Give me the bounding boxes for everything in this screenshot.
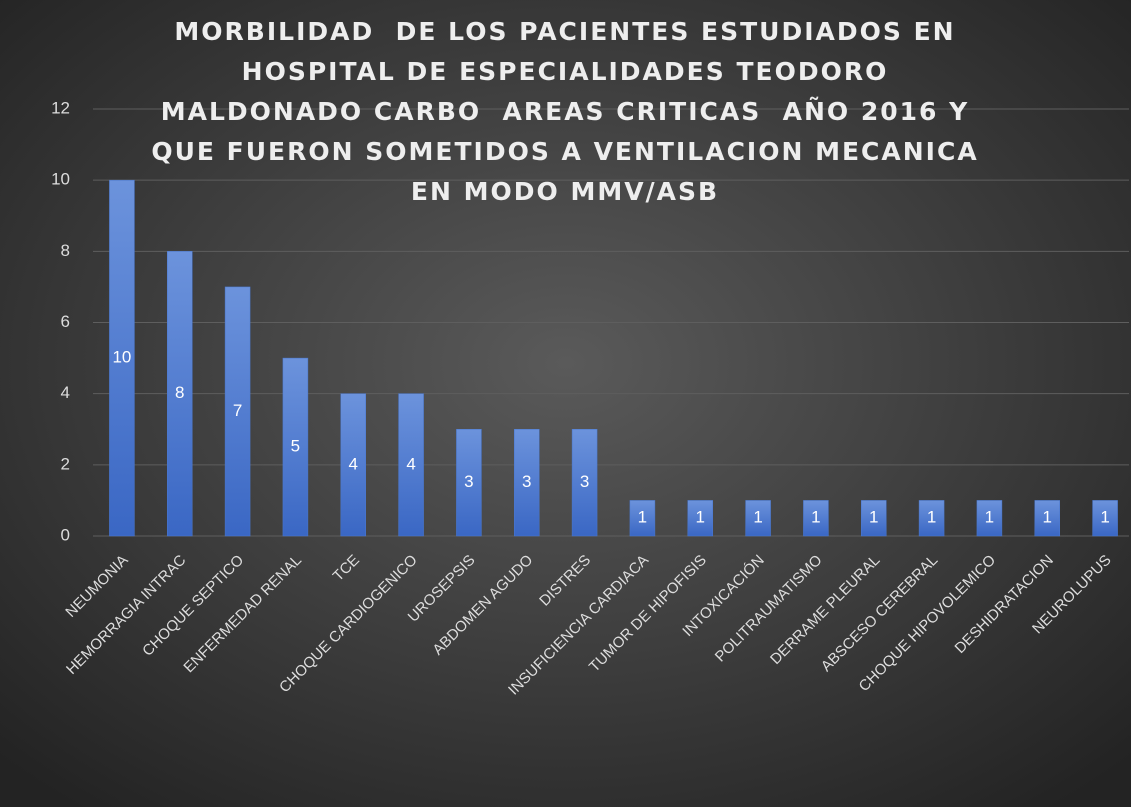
- bar: [456, 429, 482, 537]
- data-label: 1: [1100, 508, 1109, 527]
- chart-title: MORBILIDAD DE LOS PACIENTES ESTUDIADOS E…: [151, 17, 979, 206]
- data-label: 1: [696, 508, 705, 527]
- y-tick-label: 0: [61, 525, 70, 544]
- data-label: 1: [869, 508, 878, 527]
- data-label: 4: [349, 454, 358, 473]
- data-label: 3: [580, 472, 589, 491]
- bar: [687, 500, 713, 537]
- data-label: 5: [291, 437, 300, 456]
- bar: [629, 500, 656, 537]
- y-tick-label: 10: [51, 170, 70, 189]
- bar: [398, 393, 424, 537]
- bar: [340, 393, 366, 537]
- data-label: 1: [927, 508, 936, 527]
- data-label: 4: [406, 454, 415, 473]
- bar: [745, 500, 771, 537]
- bar: [1092, 500, 1118, 537]
- bar: [282, 357, 309, 537]
- y-tick-label: 4: [61, 383, 70, 402]
- data-label: 1: [811, 508, 820, 527]
- data-label: 1: [1043, 508, 1052, 527]
- data-label: 7: [233, 401, 242, 420]
- y-tick-label: 8: [61, 241, 70, 260]
- data-label: 3: [464, 472, 473, 491]
- bar: [514, 429, 540, 537]
- bar: [167, 251, 193, 537]
- bar: [224, 286, 251, 537]
- bar: [571, 429, 598, 537]
- data-label: 1: [638, 508, 647, 527]
- bar: [918, 500, 945, 537]
- bar: [803, 500, 829, 537]
- data-label: 3: [522, 472, 531, 491]
- bar: [861, 500, 887, 537]
- data-label: 10: [112, 348, 131, 367]
- y-tick-label: 12: [51, 98, 70, 117]
- data-label: 1: [753, 508, 762, 527]
- y-tick-label: 6: [61, 312, 70, 331]
- bar: [1034, 500, 1060, 537]
- bar: [976, 500, 1003, 537]
- data-label: 1: [985, 508, 994, 527]
- data-label: 8: [175, 383, 184, 402]
- y-tick-label: 2: [61, 454, 70, 473]
- bar: [109, 179, 135, 537]
